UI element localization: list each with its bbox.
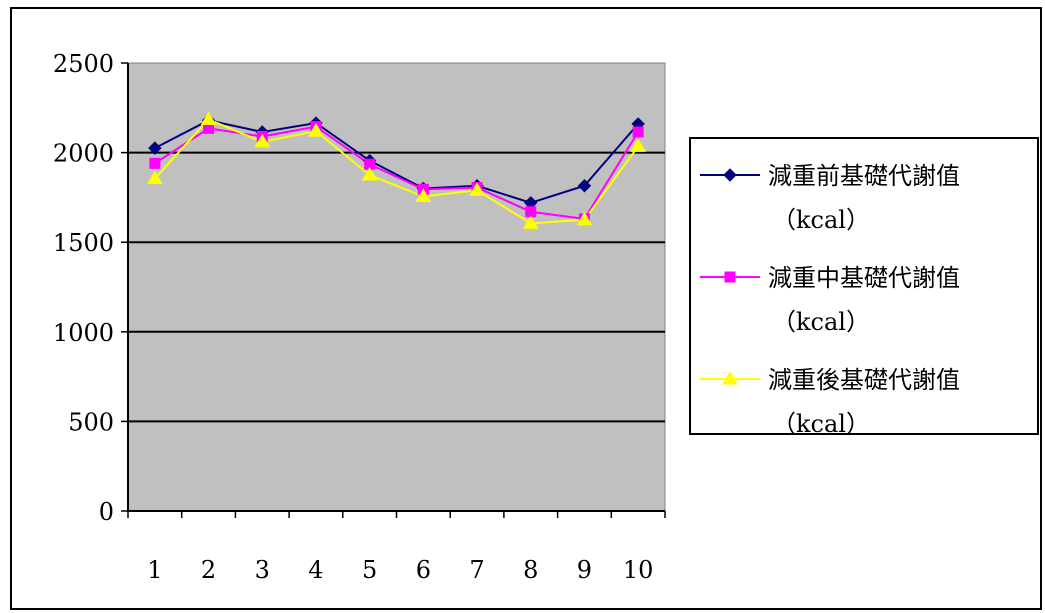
data-point — [200, 111, 217, 125]
x-tick-label: 2 — [201, 556, 216, 584]
legend-label: 減重中基礎代謝值 — [768, 264, 960, 292]
legend-label: （kcal） — [772, 206, 870, 234]
data-point — [577, 179, 592, 193]
legend-label: 減重後基礎代謝值 — [768, 366, 960, 394]
legend-label: 減重前基礎代謝值 — [768, 162, 960, 190]
y-tick-label: 500 — [68, 408, 114, 436]
data-point — [148, 141, 162, 155]
y-tick-label: 2000 — [53, 140, 114, 168]
x-tick-label: 1 — [147, 556, 162, 584]
legend-marker-icon — [723, 168, 737, 182]
x-tick-label: 3 — [255, 556, 270, 584]
legend-label: （kcal） — [772, 410, 870, 438]
data-point — [576, 211, 593, 226]
data-point — [254, 133, 271, 148]
x-tick-label: 4 — [308, 556, 323, 584]
plot-background — [127, 62, 666, 512]
data-point — [308, 123, 324, 137]
legend-box — [689, 137, 1039, 435]
data-point — [525, 206, 537, 218]
x-tick-label: 7 — [469, 556, 484, 584]
y-tick-label: 0 — [99, 498, 114, 526]
series-line-3 — [154, 118, 639, 225]
legend: 減重前基礎代謝值 （kcal） 減重中基礎代謝值 （kcal） 減重後基礎代謝值 （kca… — [689, 137, 1039, 438]
x-tick-label: 9 — [577, 556, 592, 584]
x-tick-label: 8 — [523, 556, 538, 584]
plot-area: 0 500 1000 1500 2000 2500 1 2 3 4 5 6 7 8 9 10 — [53, 50, 666, 584]
y-tick-label: 2500 — [53, 50, 114, 78]
y-tick-label: 1500 — [53, 229, 114, 257]
x-tick-label: 10 — [623, 556, 654, 584]
x-tick-label: 6 — [416, 556, 431, 584]
y-tick-label: 1000 — [53, 319, 114, 347]
data-point — [469, 182, 485, 196]
data-point — [632, 126, 644, 138]
data-point — [522, 215, 539, 229]
x-tick-label: 5 — [362, 556, 377, 584]
legend-marker-icon — [722, 371, 738, 385]
legend-label: （kcal） — [772, 308, 870, 336]
data-point — [415, 188, 432, 203]
data-point — [630, 138, 647, 152]
data-point — [361, 167, 378, 181]
series-line-2 — [154, 125, 640, 220]
data-point — [146, 170, 163, 185]
series-line-1 — [154, 119, 639, 204]
legend-marker-icon — [724, 271, 736, 283]
data-point — [149, 157, 161, 169]
